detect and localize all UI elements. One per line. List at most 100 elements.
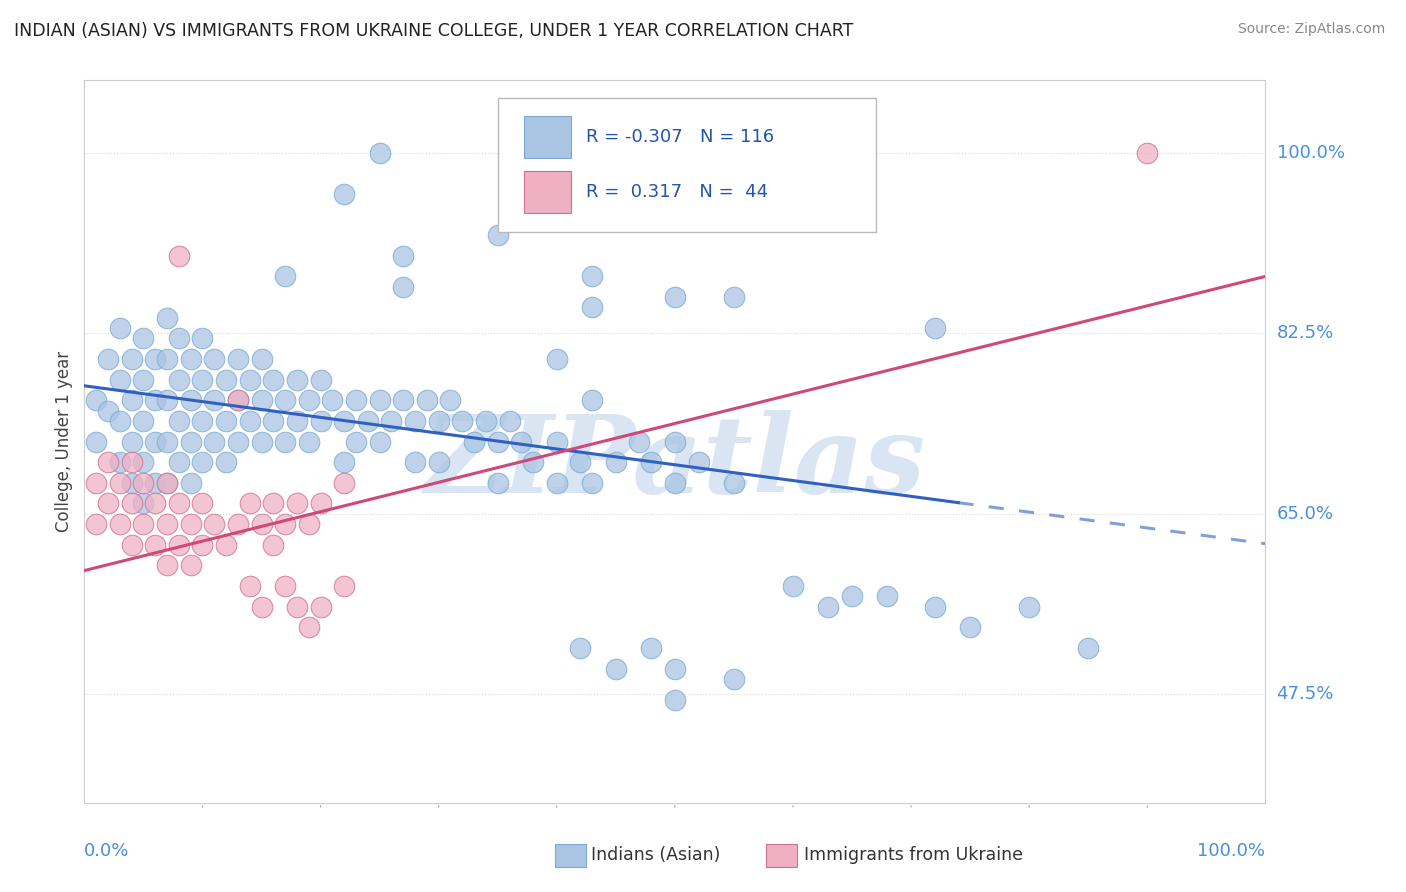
Point xyxy=(416,393,439,408)
Point xyxy=(309,373,332,387)
Point xyxy=(167,249,190,263)
Point xyxy=(475,414,498,428)
Point xyxy=(569,640,592,655)
Point xyxy=(143,496,166,510)
Point xyxy=(180,517,202,532)
Point xyxy=(298,517,321,532)
Point xyxy=(167,331,190,345)
Point xyxy=(180,434,202,449)
Point xyxy=(309,599,332,614)
Point xyxy=(167,414,190,428)
Point xyxy=(581,475,603,490)
Point xyxy=(924,321,946,335)
Point xyxy=(250,434,273,449)
Point xyxy=(439,393,461,408)
Point xyxy=(202,393,225,408)
Point xyxy=(1136,145,1159,160)
Point xyxy=(202,351,225,366)
Point xyxy=(581,269,603,284)
Point xyxy=(510,434,533,449)
Point xyxy=(404,455,426,469)
Point xyxy=(215,455,238,469)
FancyBboxPatch shape xyxy=(498,98,876,232)
Point xyxy=(688,455,710,469)
Point xyxy=(239,373,262,387)
Point xyxy=(191,496,214,510)
Point xyxy=(782,579,804,593)
Point xyxy=(180,475,202,490)
Point xyxy=(167,538,190,552)
Point xyxy=(156,434,179,449)
Point xyxy=(924,599,946,614)
Y-axis label: College, Under 1 year: College, Under 1 year xyxy=(55,351,73,533)
Point xyxy=(664,434,686,449)
Point xyxy=(427,455,450,469)
Point xyxy=(309,414,332,428)
Point xyxy=(180,351,202,366)
Point xyxy=(97,351,120,366)
Point xyxy=(298,393,321,408)
Point xyxy=(250,351,273,366)
Point xyxy=(1077,640,1099,655)
Point xyxy=(640,455,662,469)
Point xyxy=(121,434,143,449)
Point xyxy=(344,434,367,449)
Point xyxy=(1018,599,1040,614)
Point xyxy=(640,640,662,655)
Point xyxy=(959,620,981,634)
Point xyxy=(132,373,155,387)
Point xyxy=(191,373,214,387)
Point xyxy=(215,414,238,428)
Point xyxy=(167,496,190,510)
Point xyxy=(285,599,308,614)
Point xyxy=(250,599,273,614)
Point xyxy=(274,434,297,449)
Point xyxy=(628,434,651,449)
Point xyxy=(97,496,120,510)
Point xyxy=(132,496,155,510)
Point xyxy=(108,373,131,387)
Point xyxy=(239,414,262,428)
Text: 65.0%: 65.0% xyxy=(1277,505,1333,523)
Point xyxy=(298,620,321,634)
Point xyxy=(333,475,356,490)
Point xyxy=(191,331,214,345)
Point xyxy=(569,455,592,469)
Point xyxy=(226,351,249,366)
Point xyxy=(605,455,627,469)
Point xyxy=(723,475,745,490)
Point xyxy=(262,496,284,510)
Point xyxy=(121,393,143,408)
Point xyxy=(167,455,190,469)
Point xyxy=(486,228,509,243)
Point xyxy=(239,579,262,593)
Point xyxy=(156,310,179,325)
Point xyxy=(84,517,107,532)
Bar xyxy=(523,116,571,158)
Text: R = -0.307   N = 116: R = -0.307 N = 116 xyxy=(586,128,775,145)
Point xyxy=(143,538,166,552)
Point xyxy=(156,475,179,490)
Point xyxy=(226,393,249,408)
Point xyxy=(121,351,143,366)
Point xyxy=(546,351,568,366)
Point xyxy=(605,662,627,676)
Point xyxy=(723,290,745,304)
Point xyxy=(132,475,155,490)
Point xyxy=(262,538,284,552)
Point xyxy=(463,434,485,449)
Point xyxy=(226,393,249,408)
Point xyxy=(723,672,745,686)
Point xyxy=(108,517,131,532)
Point xyxy=(132,455,155,469)
Point xyxy=(274,393,297,408)
Point xyxy=(333,186,356,201)
Point xyxy=(486,434,509,449)
Point xyxy=(121,455,143,469)
Point xyxy=(344,393,367,408)
Point xyxy=(215,538,238,552)
Point xyxy=(143,351,166,366)
Point xyxy=(392,249,415,263)
Point xyxy=(274,269,297,284)
Point xyxy=(368,145,391,160)
